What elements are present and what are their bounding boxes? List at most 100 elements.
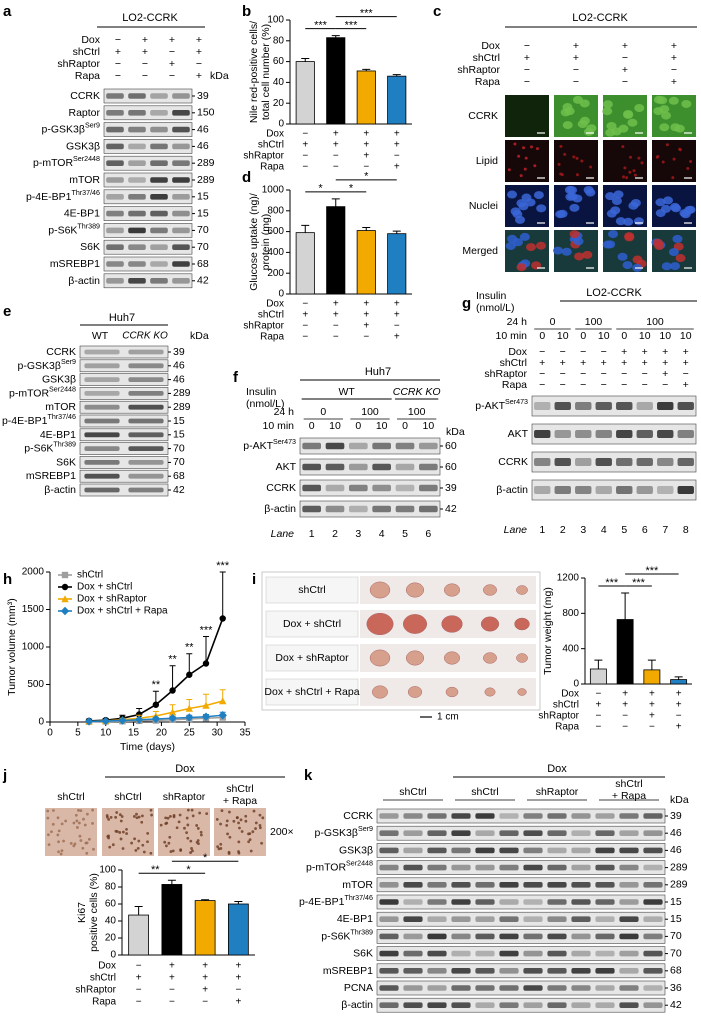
cell xyxy=(525,243,536,252)
blot-band xyxy=(106,93,124,99)
bar xyxy=(194,900,216,956)
bar xyxy=(616,619,634,685)
stained-nucleus xyxy=(47,843,51,847)
protein-name: p-4E-BP1 xyxy=(299,896,345,908)
condition-mark: + xyxy=(683,357,689,369)
condition-mark: + xyxy=(642,357,648,369)
bar xyxy=(356,70,376,125)
blot-band xyxy=(475,950,495,957)
cell xyxy=(663,196,674,205)
kda-value: 15 xyxy=(197,207,209,219)
blot-band xyxy=(172,177,190,183)
blot-band xyxy=(128,177,146,183)
condition-mark: − xyxy=(333,162,339,173)
stained-nucleus xyxy=(72,844,76,848)
blot-band xyxy=(547,916,567,922)
condition-mark: − xyxy=(169,997,175,1008)
blot-band xyxy=(499,968,519,974)
protein-name: AKT xyxy=(276,461,297,473)
y-tick-label: 80 xyxy=(273,35,285,46)
condition-mark: + xyxy=(302,310,308,321)
tumor xyxy=(441,615,463,633)
stained-nucleus xyxy=(216,845,220,849)
stained-nucleus xyxy=(248,838,252,842)
stained-nucleus xyxy=(136,846,140,850)
cell xyxy=(628,155,632,159)
stained-nucleus xyxy=(239,818,243,822)
blot-band xyxy=(150,160,168,166)
label-box xyxy=(265,678,359,706)
blot-band xyxy=(451,847,471,854)
blot-title: Huh7 xyxy=(109,312,135,324)
panel-label: b xyxy=(242,3,251,20)
blot-band xyxy=(84,363,120,369)
blot-strip xyxy=(531,423,697,445)
cell xyxy=(529,145,533,149)
blot-band xyxy=(325,484,345,492)
stained-nucleus xyxy=(56,833,60,837)
cell xyxy=(624,232,635,241)
condition-mark: − xyxy=(394,321,400,332)
cell xyxy=(505,241,516,250)
stained-nucleus xyxy=(175,826,179,830)
condition-label: shRaptor xyxy=(57,58,100,70)
blot-band xyxy=(150,278,168,284)
tumor xyxy=(516,585,528,595)
ihc-image xyxy=(214,808,266,856)
blot-band xyxy=(427,916,447,922)
condition-label: shCtrl xyxy=(90,973,116,984)
blot-band xyxy=(427,968,447,974)
protein-name: p-AKT xyxy=(243,440,273,452)
condition-mark: − xyxy=(601,346,607,358)
lane-number: 7 xyxy=(662,524,668,536)
cell xyxy=(557,162,561,166)
blot-band xyxy=(106,227,124,234)
group-label: shRaptor xyxy=(536,786,579,798)
stained-nucleus xyxy=(190,808,194,812)
condition-mark: + xyxy=(363,151,369,162)
condition-label: shRaptor xyxy=(484,368,527,380)
condition-mark: + xyxy=(142,34,148,46)
cell xyxy=(516,263,527,272)
stained-nucleus xyxy=(142,850,146,854)
stained-nucleus xyxy=(183,826,186,830)
condition-label: shCtrl xyxy=(258,310,284,321)
blot-band xyxy=(575,458,592,466)
blot-label: CCRK xyxy=(498,456,528,468)
stained-nucleus xyxy=(81,846,85,850)
lane-number: 3 xyxy=(580,524,586,536)
stained-nucleus xyxy=(237,821,240,825)
blot-band xyxy=(499,950,519,957)
condition-mark: + xyxy=(235,973,241,984)
cell xyxy=(633,173,637,177)
blot-band xyxy=(523,1002,543,1008)
blot-band xyxy=(636,458,653,466)
stained-nucleus xyxy=(121,847,125,850)
condition-mark: − xyxy=(524,64,530,76)
panel-label: d xyxy=(242,169,251,186)
modification-site: Thr37/46 xyxy=(71,189,100,197)
blot-band xyxy=(106,194,124,200)
condition-mark: + xyxy=(595,700,601,711)
blot-band xyxy=(395,442,415,450)
blot-band xyxy=(372,463,391,471)
kda-value: 36 xyxy=(670,982,682,994)
blot-band xyxy=(636,486,653,494)
insulin-label: Insulin xyxy=(246,386,277,398)
stained-nucleus xyxy=(249,849,253,853)
protein-name: PCNA xyxy=(344,982,373,994)
cell xyxy=(628,170,632,174)
condition-mark: − xyxy=(671,64,677,76)
condition-mark: − xyxy=(524,40,530,52)
blot-band xyxy=(499,916,519,922)
blot-band xyxy=(499,1002,519,1008)
blot-band xyxy=(451,968,471,974)
condition-mark: − xyxy=(595,689,601,700)
blot-band xyxy=(84,487,120,493)
modification-site: Ser9 xyxy=(61,358,76,366)
blot-band xyxy=(643,916,663,922)
x-tick-label: 0 xyxy=(47,728,53,739)
protein-name: CCRK xyxy=(46,346,76,358)
image-label: shCtrl xyxy=(226,783,253,795)
blot-band xyxy=(84,432,120,438)
